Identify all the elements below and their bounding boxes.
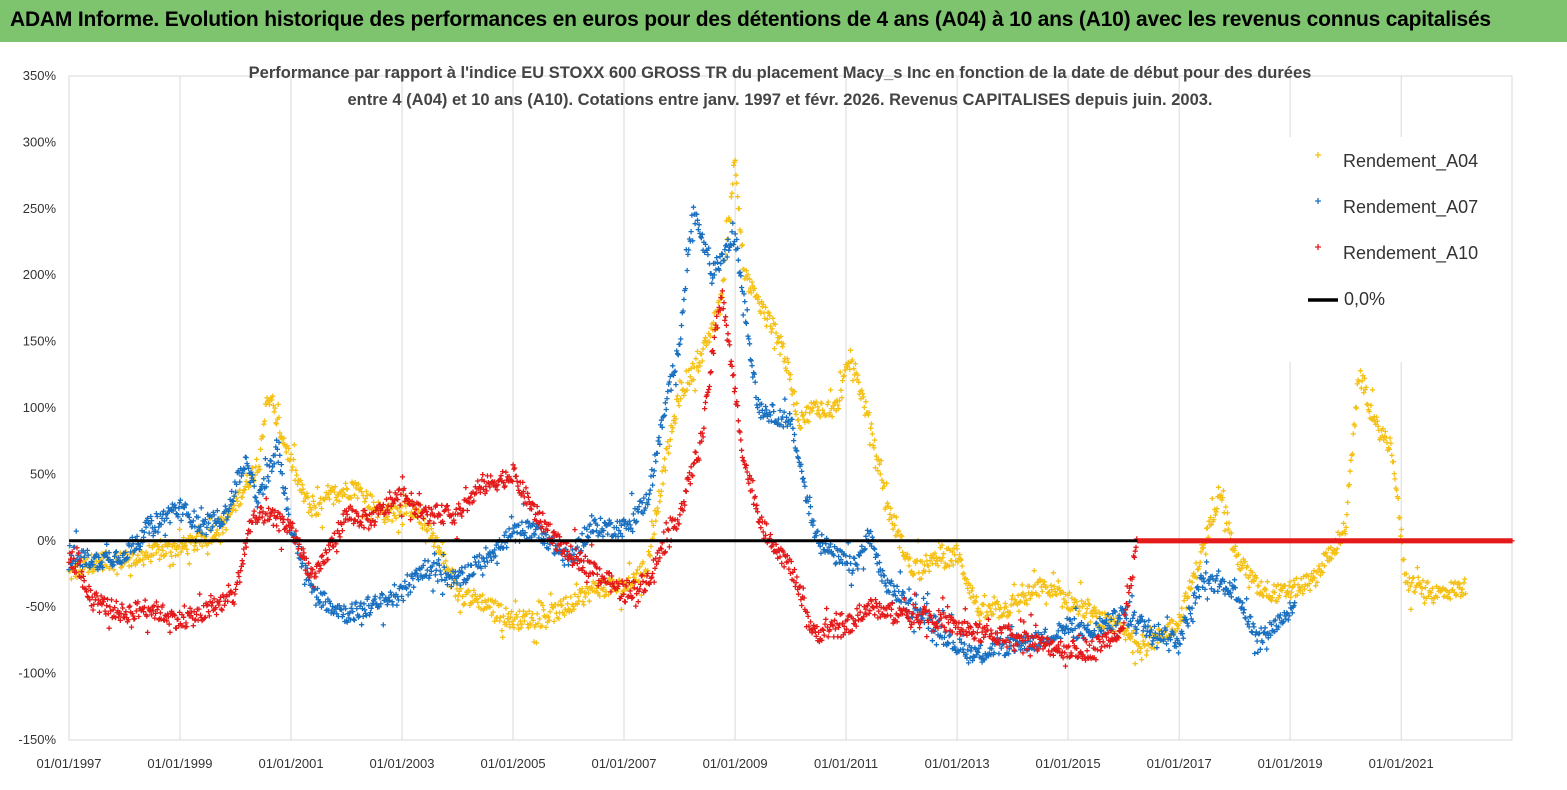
banner-title: ADAM Informe. Evolution historique des p… — [10, 8, 1491, 31]
legend-cross-marker — [1315, 152, 1321, 158]
y-tick-label: 300% — [23, 134, 57, 149]
legend-cross-marker — [1315, 244, 1321, 250]
y-tick-label: 0% — [37, 533, 56, 548]
series-Rendement_A07 — [66, 204, 1298, 666]
series-Rendement_A10 — [66, 288, 1515, 669]
y-tick-label: -50% — [26, 599, 57, 614]
y-tick-label: 50% — [30, 466, 56, 481]
chart-area: 01/01/1997 01/01/1999 01/01/2001 01/01/2003… — [0, 42, 1567, 790]
y-tick-label: 200% — [23, 267, 57, 282]
x-tick-label: 01/01/2001 — [258, 756, 323, 771]
y-tick-label: 100% — [23, 400, 57, 415]
x-tick-label: 01/01/2015 — [1036, 756, 1101, 771]
legend-label: Rendement_A07 — [1343, 197, 1479, 217]
x-tick-label: 01/01/2013 — [925, 756, 990, 771]
x-tick-label: 01/01/1999 — [147, 756, 212, 771]
legend-line-marker — [1308, 298, 1338, 302]
legend-label: Rendement_A10 — [1343, 243, 1479, 263]
legend-label: Rendement_A04 — [1343, 151, 1479, 171]
y-tick-label: 250% — [23, 201, 57, 216]
chart-plot: 01/01/1997 01/01/1999 01/01/2001 01/01/2003… — [18, 68, 1515, 771]
x-tick-label: 01/01/2005 — [481, 756, 546, 771]
legend-cross-marker — [1315, 198, 1321, 204]
title-banner: ADAM Informe. Evolution historique des p… — [0, 0, 1567, 43]
legend-label: 0,0% — [1344, 289, 1386, 309]
chart-title-line1: Performance par rapport à l'indice EU ST… — [248, 64, 1312, 82]
x-tick-label: 01/01/2021 — [1369, 756, 1434, 771]
chart-legend: Rendement_A04 Rendement_A07 Rendement_A10 0… — [1288, 137, 1510, 362]
series-markers-Rendement_A10 — [66, 288, 1515, 669]
y-tick-label: -150% — [18, 732, 56, 747]
y-tick-label: 150% — [23, 334, 57, 349]
x-tick-label: 01/01/2011 — [814, 756, 878, 771]
x-tick-label: 01/01/2019 — [1258, 756, 1323, 771]
chart-title-line2: entre 4 (A04) et 10 ans (A10). Cotations… — [347, 91, 1213, 109]
x-tick-label: 01/01/2003 — [369, 756, 434, 771]
y-tick-label: 350% — [23, 68, 57, 83]
x-tick-label: 01/01/1997 — [36, 756, 101, 771]
x-tick-label: 01/01/2009 — [703, 756, 768, 771]
x-tick-label: 01/01/2017 — [1147, 756, 1212, 771]
x-tick-label: 01/01/2007 — [591, 756, 656, 771]
series-markers-Rendement_A07 — [66, 204, 1298, 666]
plot-frame — [68, 75, 1513, 741]
y-tick-label: -100% — [18, 666, 56, 681]
